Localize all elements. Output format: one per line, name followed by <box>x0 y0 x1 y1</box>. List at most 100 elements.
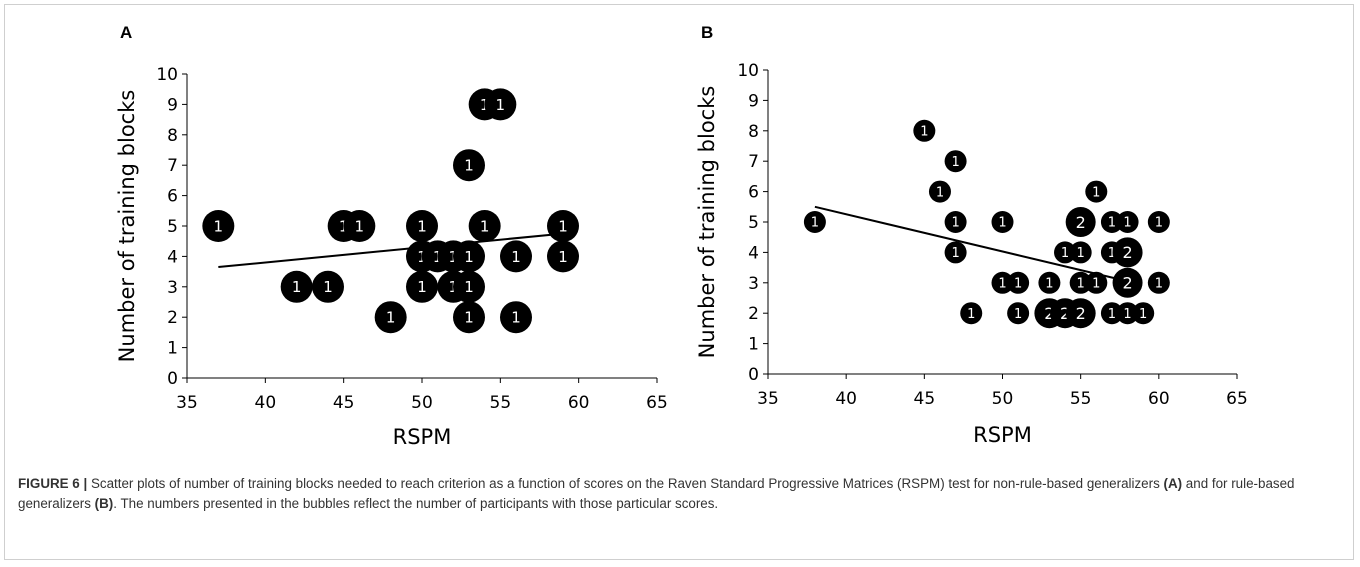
bubble-count-label: 1 <box>1077 246 1085 261</box>
bubble-point <box>1147 271 1170 294</box>
bubble-count-label: 2 <box>1060 304 1070 323</box>
bubble-point <box>374 301 407 334</box>
x-axis-title: RSPM <box>393 425 452 449</box>
bubble-point <box>944 150 967 173</box>
bubble-count-label: 2 <box>1076 213 1086 232</box>
panel-letter: B <box>701 23 713 42</box>
bubble-count-label: 2 <box>1044 304 1054 323</box>
y-tick-label: 4 <box>748 243 759 263</box>
bubble-point <box>1100 211 1123 233</box>
bubble-point <box>500 301 532 334</box>
bubble-count-label: 1 <box>464 157 474 175</box>
y-tick-label: 2 <box>748 304 759 324</box>
x-tick-label: 65 <box>646 393 668 413</box>
bubble-point <box>453 240 485 273</box>
bubble-point <box>547 240 579 273</box>
bubble-point <box>1112 237 1143 268</box>
bubble-count-label: 1 <box>558 248 568 266</box>
bubble-count-label: 1 <box>1077 276 1085 291</box>
bubble-point <box>1116 211 1139 233</box>
x-tick-label: 45 <box>333 393 355 413</box>
bubble-point <box>991 211 1014 233</box>
x-tick-label: 55 <box>490 393 512 413</box>
bubble-point <box>1069 241 1092 264</box>
bubble-count-label: 1 <box>417 278 427 296</box>
x-tick-label: 35 <box>757 389 779 409</box>
bubble-point <box>406 270 438 303</box>
bubble-count-label: 1 <box>323 278 333 296</box>
bubble-count-label: 1 <box>558 217 568 235</box>
bubble-point <box>1054 241 1077 264</box>
y-axis-title: Number of training blocks <box>115 90 139 363</box>
bubble-point <box>1112 267 1143 298</box>
bubble-point <box>468 210 501 242</box>
y-tick-label: 6 <box>748 183 759 203</box>
x-tick-label: 50 <box>992 389 1014 409</box>
bubble-point <box>280 270 313 303</box>
x-tick-label: 40 <box>835 389 857 409</box>
bubble-count-label: 1 <box>1139 307 1147 322</box>
bubble-point <box>1116 302 1139 325</box>
bubble-point <box>1065 298 1096 329</box>
bubble-count-label: 1 <box>936 185 944 200</box>
y-tick-label: 0 <box>167 369 178 389</box>
bubble-point <box>1069 271 1092 294</box>
bubble-count-label: 1 <box>1061 246 1069 261</box>
y-tick-label: 2 <box>167 308 178 328</box>
bubble-count-label: 1 <box>920 124 928 139</box>
y-tick-label: 7 <box>167 156 178 176</box>
bubble-point <box>803 211 826 233</box>
bubble-count-label: 2 <box>1122 243 1132 262</box>
x-tick-label: 45 <box>914 389 936 409</box>
bubble-point <box>944 211 967 233</box>
x-tick-label: 40 <box>255 393 277 413</box>
y-tick-label: 10 <box>737 61 759 81</box>
bubble-count-label: 1 <box>464 309 474 327</box>
bubble-count-label: 1 <box>951 155 959 170</box>
caption-text-2: and for rule-based generalizers <box>18 476 1295 511</box>
bubble-point <box>1065 207 1096 237</box>
bubble-count-label: 1 <box>998 276 1006 291</box>
y-tick-label: 9 <box>167 95 178 115</box>
bubble-count-label: 1 <box>417 217 427 235</box>
caption-label: FIGURE 6 | <box>18 476 88 491</box>
bubble-point <box>1100 302 1123 325</box>
bubble-point <box>1147 211 1170 233</box>
y-axis-title: Number of training blocks <box>695 86 719 359</box>
x-tick-label: 55 <box>1070 389 1092 409</box>
x-tick-label: 35 <box>176 393 198 413</box>
bubble-count-label: 1 <box>292 278 302 296</box>
bubble-count-label: 1 <box>998 216 1006 231</box>
y-tick-label: 1 <box>167 339 178 359</box>
bubble-point <box>453 270 485 303</box>
y-tick-label: 4 <box>167 247 178 267</box>
x-tick-label: 65 <box>1226 389 1248 409</box>
y-tick-label: 5 <box>748 213 759 233</box>
bubble-count-label: 1 <box>951 246 959 261</box>
bubble-count-label: 1 <box>1123 307 1131 322</box>
bubble-count-label: 1 <box>1155 216 1163 231</box>
bubble-point <box>1085 180 1108 203</box>
bubble-count-label: 1 <box>496 96 506 114</box>
bubble-point <box>312 270 344 303</box>
caption-ref-b: (B) <box>94 496 114 511</box>
y-tick-label: 8 <box>748 122 759 142</box>
bubble-count-label: 1 <box>951 216 959 231</box>
x-tick-label: 60 <box>1148 389 1170 409</box>
bubble-count-label: 1 <box>214 217 224 235</box>
y-tick-label: 0 <box>748 365 759 385</box>
bubble-count-label: 1 <box>480 217 490 235</box>
bubble-point <box>202 210 235 242</box>
bubble-point <box>991 271 1014 294</box>
bubble-point <box>406 210 438 242</box>
figure-caption: FIGURE 6 | Scatter plots of number of tr… <box>18 474 1338 514</box>
x-axis-title: RSPM <box>973 423 1032 447</box>
bubble-count-label: 1 <box>1108 246 1116 261</box>
bubble-point <box>1038 271 1061 294</box>
y-tick-label: 9 <box>748 91 759 111</box>
x-tick-label: 50 <box>411 393 433 413</box>
bubble-count-label: 2 <box>1076 304 1086 323</box>
y-tick-label: 8 <box>167 126 178 146</box>
bubble-count-label: 1 <box>511 309 521 327</box>
